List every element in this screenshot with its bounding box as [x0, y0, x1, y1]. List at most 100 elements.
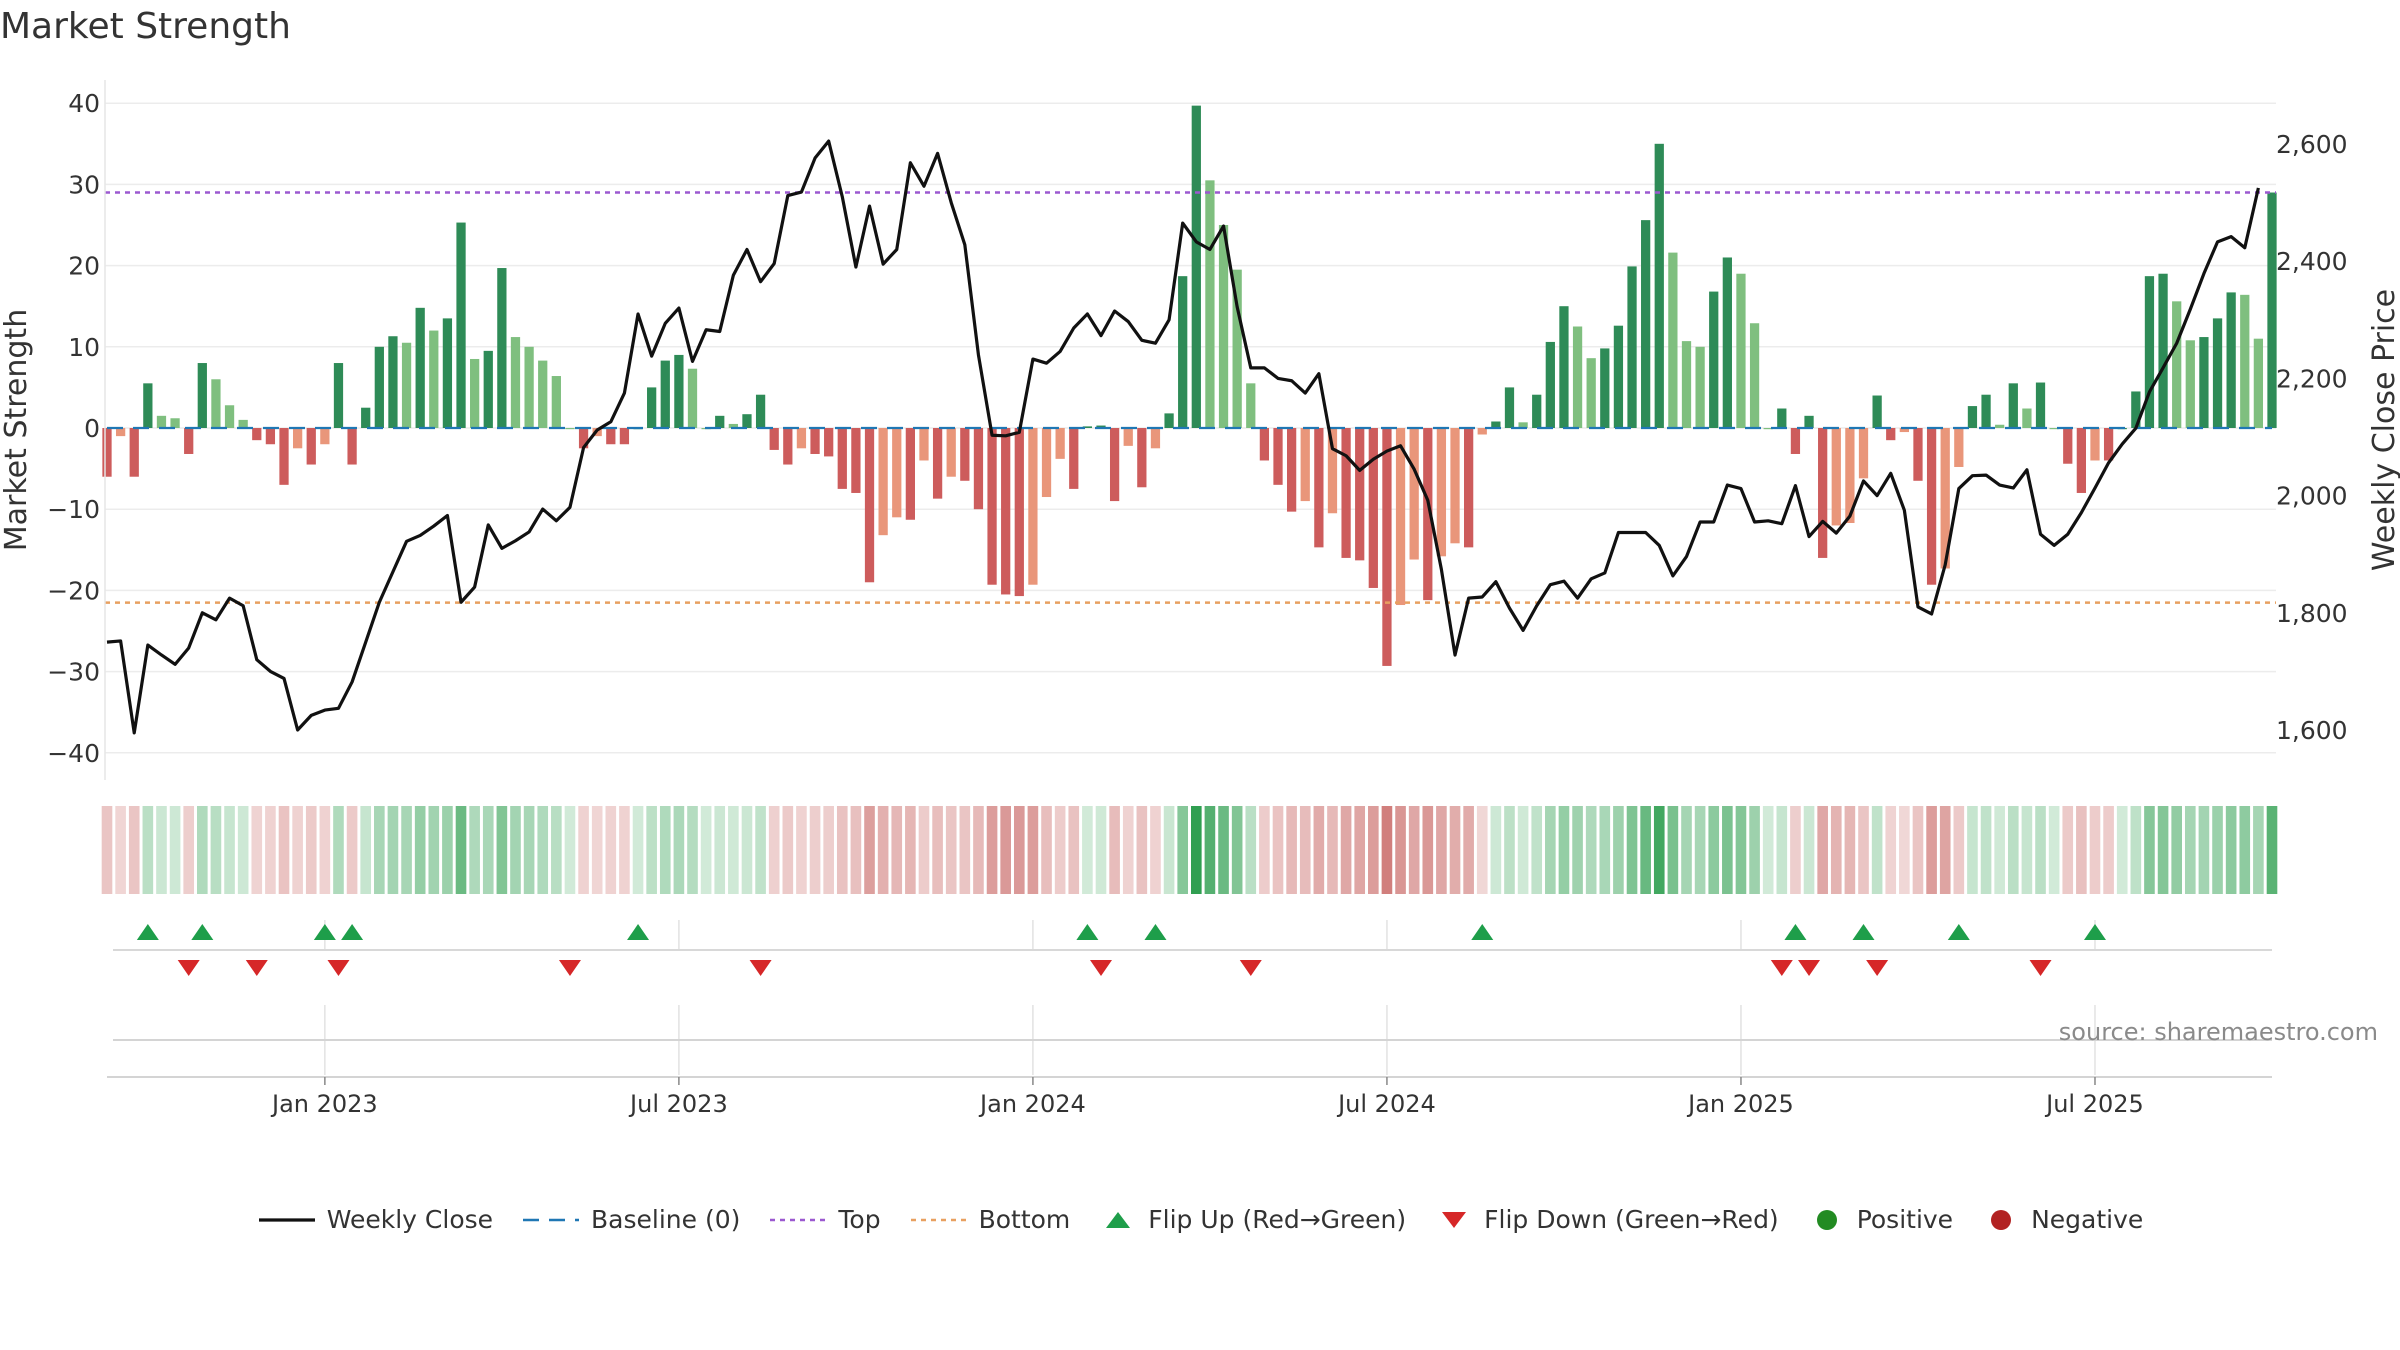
strength-bar	[333, 363, 344, 428]
strip-cell	[632, 806, 644, 894]
strength-bar	[647, 387, 657, 428]
strip-cell	[128, 806, 140, 894]
flip-up-marker	[1852, 924, 1875, 940]
y-tick-label: 30	[68, 170, 100, 199]
y-axis-label: Market Strength	[0, 309, 34, 551]
strip-cell	[1585, 806, 1597, 894]
strength-bar	[1409, 428, 1419, 560]
strength-bar	[1096, 425, 1106, 428]
strength-bar	[156, 415, 167, 428]
strip-cell	[1449, 806, 1461, 894]
strength-bar	[660, 360, 670, 428]
strength-bar	[2212, 318, 2223, 428]
strip-cell	[1681, 806, 1692, 894]
strength-bar	[1041, 428, 1052, 498]
y2-tick-label: 1,800	[2276, 599, 2348, 628]
strength-bar	[1491, 421, 1501, 428]
strength-bar	[1464, 428, 1474, 548]
y2-axis-label: Weekly Close Price	[2367, 289, 2400, 571]
strength-bar	[1150, 428, 1161, 449]
strength-bar	[1858, 428, 1869, 479]
strip-cell	[1653, 806, 1665, 894]
x-tick-label: Jan 2024	[978, 1090, 1086, 1118]
strength-bar	[2185, 340, 2195, 428]
strength-bar	[143, 383, 153, 428]
strength-bar	[1981, 394, 1991, 428]
y-tick-label: 20	[68, 252, 100, 281]
strip-cell	[605, 806, 617, 894]
flip-up-marker	[1144, 924, 1167, 940]
strength-bar	[1681, 341, 1692, 428]
strength-bar	[401, 342, 412, 428]
line-swatch-icon	[257, 1210, 327, 1230]
flip-up-marker	[1784, 924, 1807, 940]
strip-cell	[986, 806, 998, 894]
legend-item-top: Top	[768, 1205, 881, 1234]
strip-cell	[1967, 806, 1978, 894]
strength-bar	[170, 418, 180, 428]
strength-bar	[2158, 273, 2168, 428]
strength-bar	[279, 428, 289, 485]
strip-cell	[1830, 806, 1842, 894]
strength-bar	[851, 428, 861, 493]
strip-cell	[959, 806, 971, 894]
strip-cell	[1844, 806, 1856, 894]
strip-cell	[482, 806, 494, 894]
triangle-down-icon	[1434, 1208, 1484, 1232]
flip-up-marker	[1076, 924, 1099, 940]
strength-bar	[1286, 428, 1297, 512]
weekly-close-series	[106, 139, 2260, 735]
heat-strip	[101, 806, 2278, 894]
strength-bar	[810, 428, 820, 454]
strength-bar	[1178, 276, 1188, 428]
strip-cell	[700, 806, 712, 894]
dotted-swatch-icon	[768, 1210, 838, 1230]
strip-cell	[1150, 806, 1161, 894]
strength-bar	[1300, 428, 1310, 502]
strip-cell	[1163, 806, 1175, 894]
strip-cell	[823, 806, 834, 894]
strip-cell	[2076, 806, 2087, 894]
legend-item-close: Weekly Close	[257, 1205, 493, 1234]
y2-tick-label: 2,000	[2276, 482, 2348, 511]
strength-bar	[1872, 395, 1882, 428]
strength-bar	[2076, 428, 2086, 493]
strength-bar	[1845, 428, 1855, 523]
strip-cell	[836, 806, 848, 894]
strip-cell	[237, 806, 249, 894]
strength-bar	[1423, 428, 1433, 601]
strip-cell	[537, 806, 549, 894]
strip-cell	[1027, 806, 1039, 894]
y2-tick-label: 2,600	[2276, 130, 2348, 159]
strip-cell	[714, 806, 726, 894]
strip-cell	[1013, 806, 1025, 894]
y-tick-label: −40	[47, 739, 100, 768]
strip-cell	[945, 806, 957, 894]
strength-bar	[1123, 428, 1133, 446]
dot-icon	[1807, 1208, 1857, 1232]
strength-bar	[728, 423, 738, 428]
strength-bar	[1518, 422, 1528, 428]
strip-cell	[101, 806, 113, 894]
strip-cell	[2184, 806, 2196, 894]
flip-down-marker	[177, 960, 200, 976]
dotted-swatch-icon	[909, 1210, 979, 1230]
strip-cell	[1599, 806, 1611, 894]
strip-cell	[1490, 806, 1502, 894]
flip-down-marker	[1770, 960, 1793, 976]
strip-cell	[197, 806, 208, 894]
strip-cell	[442, 806, 453, 894]
weekly-close-line	[106, 139, 2260, 735]
strip-cell	[2048, 806, 2060, 894]
strength-bar	[1559, 306, 1569, 428]
strip-cell	[1871, 806, 1883, 894]
strength-bar	[619, 428, 630, 445]
strip-cell	[1368, 806, 1379, 894]
strip-cell	[523, 806, 535, 894]
strength-bar	[1395, 428, 1406, 606]
strength-bar	[347, 428, 357, 465]
strip-cell	[673, 806, 685, 894]
strength-bar	[742, 414, 752, 428]
strip-cell	[2089, 806, 2101, 894]
